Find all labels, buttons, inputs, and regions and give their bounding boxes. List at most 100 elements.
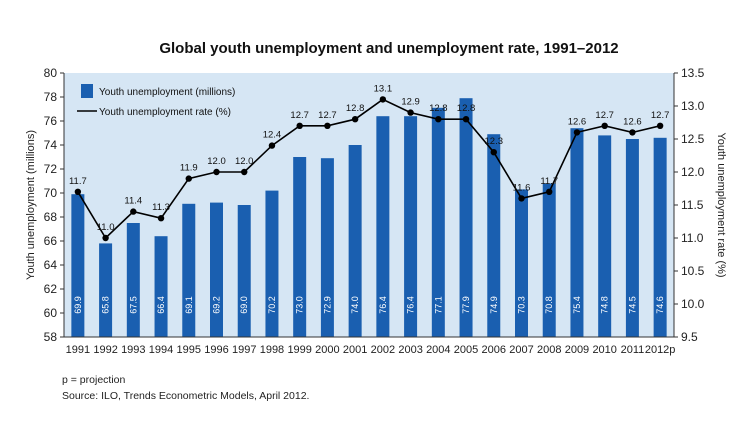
x-tick-label: 1994	[149, 344, 173, 356]
bar-value-label: 74.0	[350, 296, 360, 314]
y-tick-label: 80	[44, 66, 58, 80]
rate-point-2000	[324, 122, 331, 129]
bar-value-label: 65.8	[101, 296, 111, 314]
rate-value-label: 12.8	[457, 103, 476, 114]
y-tick-label: 64	[44, 258, 58, 272]
y2-tick-label: 11.0	[681, 231, 704, 245]
bar-value-label: 70.8	[544, 296, 554, 314]
bar-2005	[459, 98, 473, 337]
rate-point-2007	[518, 195, 525, 202]
rate-value-label: 12.7	[595, 110, 614, 121]
rate-value-label: 12.6	[623, 116, 642, 127]
rate-point-1998	[268, 142, 276, 149]
rate-value-label: 11.7	[540, 176, 558, 187]
y2-tick-label: 9.5	[681, 330, 698, 344]
rate-point-2012p	[656, 122, 664, 129]
bar-2002	[376, 116, 390, 337]
rate-value-label: 12.7	[651, 110, 670, 121]
y-tick-label: 76	[44, 114, 58, 128]
rate-value-label: 12.0	[207, 156, 226, 167]
x-tick-label: 1993	[121, 344, 145, 356]
bar-value-label: 69.1	[184, 296, 194, 314]
bar-value-label: 67.5	[128, 296, 138, 314]
bar-value-label: 73.0	[295, 296, 305, 314]
rate-value-label: 11.9	[180, 163, 198, 174]
chart-title: Global youth unemployment and unemployme…	[159, 40, 618, 57]
bar-1991	[71, 194, 85, 337]
rate-point-2009	[573, 129, 581, 136]
rate-value-label: 11.0	[97, 222, 115, 233]
bar-1994	[154, 236, 168, 337]
x-tick-label: 1999	[287, 344, 311, 356]
legend-bar-label: Youth unemployment (millions)	[99, 87, 235, 98]
x-tick-label: 2010	[592, 344, 616, 356]
y-tick-label: 70	[44, 186, 58, 200]
bar-value-label: 74.8	[600, 296, 610, 314]
bar-value-label: 77.1	[433, 296, 443, 314]
rate-point-2010	[601, 122, 608, 129]
x-tick-label: 2000	[315, 344, 339, 356]
bar-2008	[542, 183, 556, 337]
x-tick-label: 2005	[454, 344, 478, 356]
y2-tick-label: 11.5	[681, 198, 704, 212]
rate-point-1992	[102, 234, 109, 242]
rate-value-label: 12.9	[401, 97, 420, 108]
bar-2009	[570, 128, 584, 337]
y-axis-label: Youth unemployment (millions)	[25, 130, 37, 280]
rate-value-label: 11.6	[513, 182, 531, 193]
x-tick-label: 1995	[177, 344, 201, 356]
rate-point-1996	[213, 168, 220, 176]
x-tick-label: 2011	[621, 344, 645, 356]
bar-2010	[598, 135, 612, 337]
rate-point-2002	[379, 96, 387, 103]
rate-point-1994	[157, 215, 165, 222]
x-tick-label: 2001	[343, 344, 367, 356]
bar-1999	[293, 157, 307, 337]
legend: Youth unemployment (millions) Youth unem…	[77, 84, 235, 118]
rate-point-1997	[241, 168, 248, 176]
rate-point-1993	[130, 208, 137, 215]
x-tick-label: 2004	[426, 344, 450, 356]
rate-point-1995	[185, 175, 192, 182]
bar-2011	[625, 139, 639, 337]
y-tick-label: 72	[44, 162, 58, 176]
bar-value-label: 66.4	[156, 296, 166, 314]
bar-value-label: 74.9	[489, 296, 499, 314]
rate-value-label: 12.6	[568, 116, 587, 127]
bar-1998	[265, 190, 279, 337]
bar-2001	[348, 145, 362, 337]
legend-bar-swatch	[81, 84, 93, 98]
rate-point-2005	[462, 116, 470, 123]
bar-1997	[237, 205, 251, 337]
rate-value-label: 12.4	[263, 130, 282, 141]
rate-value-label: 12.7	[318, 110, 337, 121]
bar-1996	[210, 202, 223, 337]
y-tick-label: 66	[44, 234, 58, 248]
bar-value-label: 69.9	[73, 296, 83, 314]
bar-1992	[99, 243, 113, 337]
y-tick-label: 68	[44, 210, 58, 224]
x-tick-label: 2006	[482, 344, 506, 356]
bar-value-label: 76.4	[406, 296, 416, 314]
y2-tick-label: 10.5	[681, 264, 705, 278]
y-tick-label: 62	[44, 282, 58, 296]
rate-point-2004	[435, 116, 442, 123]
y2-tick-label: 12.5	[681, 132, 705, 146]
bar-value-label: 75.4	[572, 296, 582, 314]
x-tick-label: 2007	[509, 344, 533, 356]
x-tick-label: 1998	[260, 344, 284, 356]
bar-value-label: 69.2	[212, 296, 222, 314]
y-tick-label: 60	[44, 306, 58, 320]
x-tick-label: 1992	[93, 344, 117, 356]
bar-2000	[320, 158, 334, 337]
source-note: Source: ILO, Trends Econometric Models, …	[62, 390, 310, 402]
y2-tick-label: 13.0	[681, 99, 705, 113]
y-tick-label: 74	[44, 138, 58, 152]
x-tick-label: 2003	[398, 344, 422, 356]
y-tick-label: 78	[44, 90, 58, 104]
rate-value-label: 12.7	[290, 110, 309, 121]
x-tick-label: 2008	[537, 344, 561, 356]
x-tick-label: 2002	[371, 344, 395, 356]
rate-point-1991	[74, 188, 82, 195]
